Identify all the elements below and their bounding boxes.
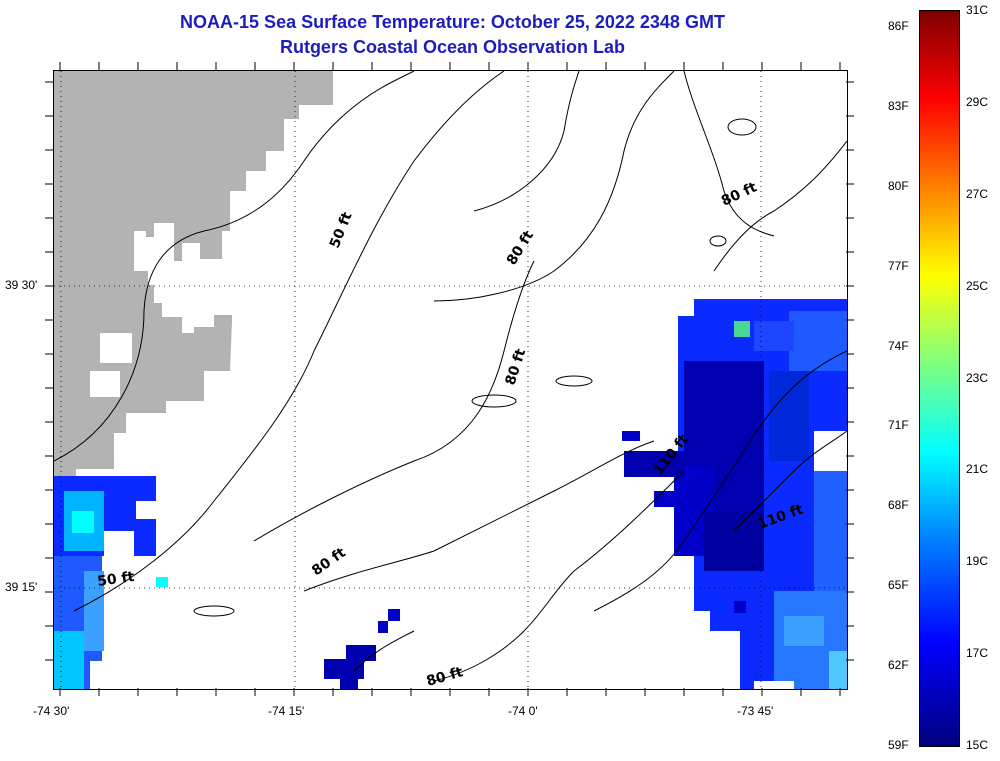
sst-map: 50 ft 80 ft 80 ft 80 ft 80 ft 50 ft 110 … (53, 70, 848, 690)
y-tick-label: 39 15' (5, 580, 38, 594)
sst-patch-south (324, 609, 400, 689)
colorbar-celsius-label: 31C (966, 3, 989, 17)
colorbar-celsius-label: 21C (966, 462, 989, 477)
land-mask (54, 71, 333, 481)
x-tick-label: -73 45' (737, 704, 774, 718)
bathymetry-contours (54, 71, 847, 682)
colorbar-fahrenheit-label: 68F (888, 498, 909, 513)
colorbar-celsius-label: 25C (966, 278, 989, 293)
contour-label-50ft-sw: 50 ft (96, 569, 135, 590)
colorbar-fahrenheit-label: 62F (888, 658, 909, 673)
colorbar-fahrenheit-label: 65F (888, 578, 909, 593)
sst-patch-east (622, 299, 847, 689)
temperature-colorbar (919, 10, 960, 747)
colorbar-fahrenheit-label: 71F (888, 418, 909, 433)
colorbar-celsius-label: 15C (966, 738, 989, 752)
colorbar-fahrenheit-label: 83F (888, 98, 909, 113)
x-tick-label: -74 0' (508, 704, 538, 718)
colorbar-fahrenheit-label: 59F (888, 738, 909, 752)
map-subtitle: Rutgers Coastal Ocean Observation Lab (279, 37, 626, 57)
colorbar-celsius-label: 29C (966, 94, 989, 109)
y-tick-label: 39 30' (5, 278, 38, 292)
sst-patch-southwest (54, 476, 168, 689)
colorbar-celsius-label: 23C (966, 370, 989, 385)
x-tick-label: -74 30' (33, 704, 70, 718)
colorbar-celsius-label: 19C (966, 554, 989, 569)
map-title: NOAA-15 Sea Surface Temperature: October… (180, 12, 725, 32)
colorbar-celsius-label: 27C (966, 186, 989, 201)
graticule (54, 71, 847, 689)
colorbar-celsius-label: 17C (966, 646, 989, 661)
colorbar-fahrenheit-label: 86F (888, 18, 909, 33)
colorbar-fahrenheit-label: 74F (888, 338, 909, 353)
map-canvas: 50 ft 80 ft 80 ft 80 ft 80 ft 50 ft 110 … (54, 71, 847, 689)
colorbar-fahrenheit-label: 80F (888, 178, 909, 193)
colorbar-fahrenheit-label: 77F (888, 258, 909, 273)
x-tick-label: -74 15' (268, 704, 305, 718)
